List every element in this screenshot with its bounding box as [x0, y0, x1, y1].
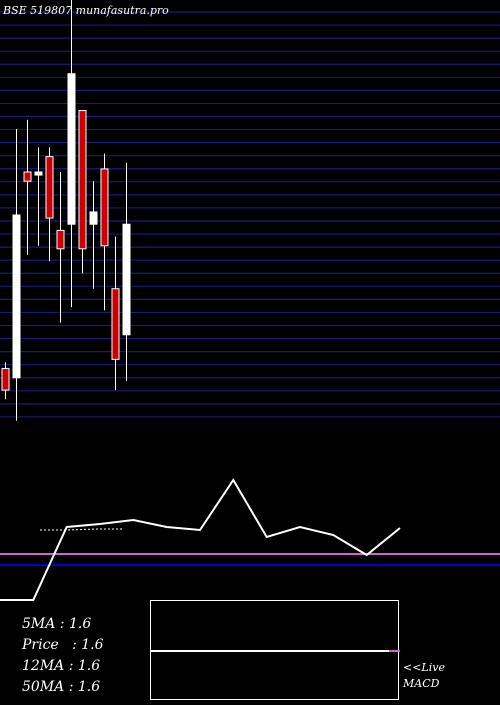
live-macd-link[interactable]: <<Live MACD: [403, 660, 445, 692]
macd-chart: [151, 650, 400, 652]
stats-panel: 5MA : 1.6 Price : 1.6 12MA : 1.6 50MA : …: [22, 614, 104, 698]
candle-body: [34, 171, 43, 176]
live-label: <<Live: [403, 661, 445, 674]
candle-body: [23, 171, 32, 182]
price-line: [0, 478, 401, 601]
stat-12ma: 12MA : 1.6: [22, 658, 101, 674]
chart-title: BSE 519807 munafasutra.pro: [3, 4, 169, 17]
indicator-chart: [0, 478, 500, 601]
ma-dotted-line: [40, 528, 124, 531]
price-chart: [0, 0, 500, 421]
candle-body: [1, 368, 10, 391]
candle-body: [45, 156, 54, 219]
candle-body: [12, 214, 21, 379]
stat-5ma: 5MA : 1.6: [22, 616, 92, 632]
candle-body: [78, 110, 87, 250]
macd-panel: [150, 600, 400, 700]
macd-label: MACD: [403, 677, 440, 690]
candle-body: [111, 288, 120, 360]
candles: [1, 0, 131, 421]
candle-body: [67, 73, 76, 225]
stat-50ma: 50MA : 1.6: [22, 679, 101, 695]
candle-body: [122, 223, 131, 336]
candle-body: [100, 168, 109, 247]
candle-body: [56, 229, 65, 250]
stat-price: Price : 1.6: [22, 637, 104, 653]
candle-body: [89, 211, 98, 225]
